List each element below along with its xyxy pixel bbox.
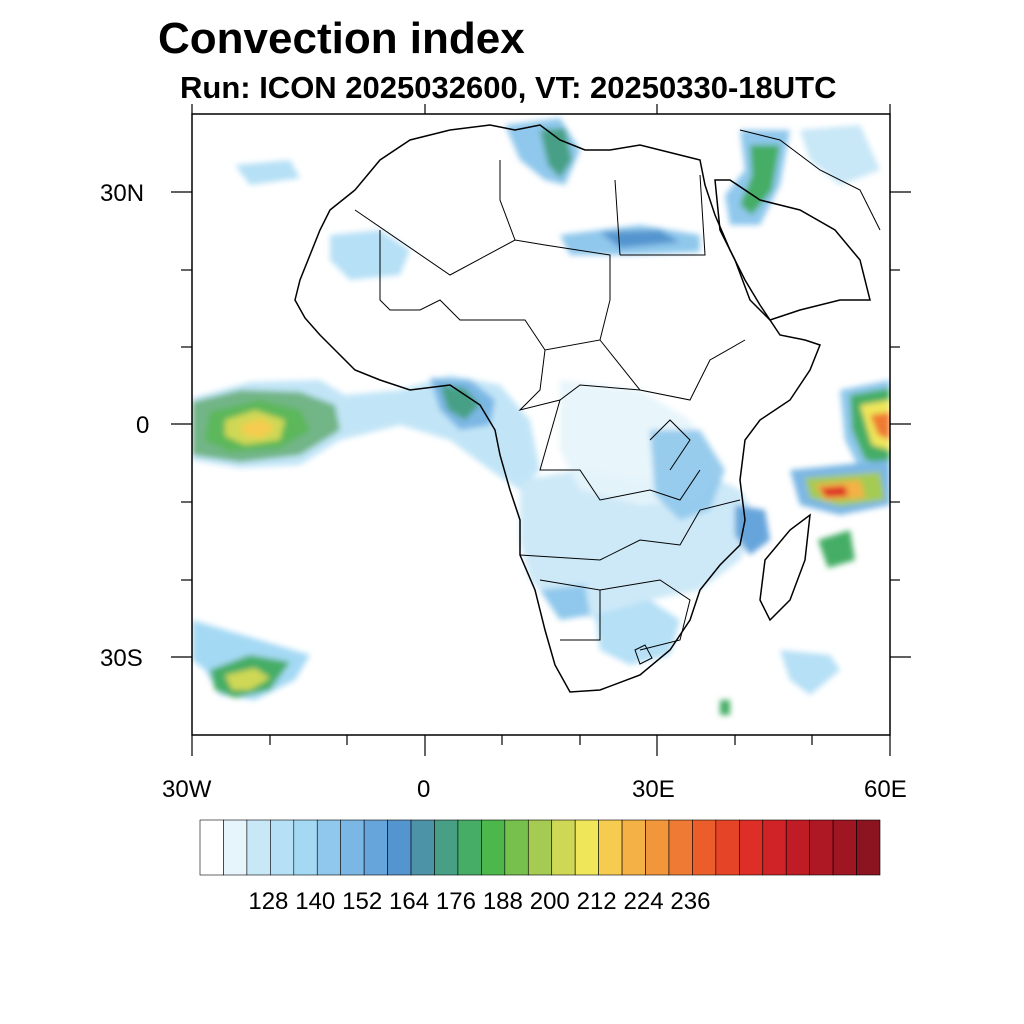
colorbar-swatch — [434, 819, 459, 876]
colorbar-label: 164 — [389, 888, 430, 915]
colorbar-swatch — [387, 819, 412, 876]
colorbar-swatch — [504, 819, 529, 876]
colorbar-swatch — [199, 819, 224, 876]
colorbar-swatch — [340, 819, 365, 876]
colorbar-swatch — [856, 819, 881, 876]
coastlines — [294, 124, 871, 693]
colorbar-swatch — [715, 819, 740, 876]
colorbar-swatch — [246, 819, 271, 876]
country-borders — [354, 129, 881, 665]
lon-label-0: 0 — [417, 776, 431, 803]
colorbar-swatch — [457, 819, 482, 876]
colorbar-swatch — [668, 819, 693, 876]
map-subtitle: Run: ICON 2025032600, VT: 20250330-18UTC — [180, 70, 837, 105]
colorbar-swatch — [574, 819, 599, 876]
colorbar-swatch — [739, 819, 764, 876]
lat-label-30n: 30N — [100, 180, 145, 207]
colorbar-swatch — [785, 819, 810, 876]
axis-ticks — [171, 104, 911, 756]
lat-label-30s: 30S — [100, 645, 143, 672]
colorbar-label: 128 — [248, 888, 289, 915]
colorbar-swatch — [762, 819, 787, 876]
colorbar-swatch — [527, 819, 553, 876]
colorbar-swatch — [832, 819, 857, 876]
colorbar-label: 188 — [482, 888, 523, 915]
map-title: Convection index — [158, 14, 525, 63]
colorbar-swatch — [410, 819, 435, 876]
colorbar-swatch — [551, 819, 576, 876]
convection-shading — [192, 118, 890, 715]
lon-label-30w: 30W — [162, 776, 212, 803]
colorbar-swatch — [223, 819, 248, 876]
lon-label-60e: 60E — [864, 776, 907, 803]
colorbar-label: 152 — [342, 888, 383, 915]
colorbar-label: 212 — [576, 888, 617, 915]
lon-label-30e: 30E — [632, 776, 675, 803]
colorbar-swatch — [809, 819, 834, 876]
colorbar-swatch — [645, 819, 670, 876]
colorbar-swatch — [692, 819, 717, 876]
colorbar-label: 140 — [295, 888, 336, 915]
colorbar-label: 200 — [529, 888, 570, 915]
colorbar-swatch — [598, 819, 623, 876]
colorbar-swatch — [363, 819, 388, 876]
colorbar-label: 224 — [623, 888, 664, 915]
colorbar-label: 176 — [435, 888, 476, 915]
colorbar-swatch — [621, 819, 646, 876]
colorbar-swatch — [270, 819, 295, 876]
colorbar-swatch — [481, 819, 506, 876]
colorbar-swatch — [293, 819, 318, 876]
colorbar-label: 236 — [670, 888, 711, 915]
lat-label-0: 0 — [136, 412, 150, 439]
colorbar-swatch — [316, 819, 341, 876]
colorbar — [199, 819, 881, 876]
